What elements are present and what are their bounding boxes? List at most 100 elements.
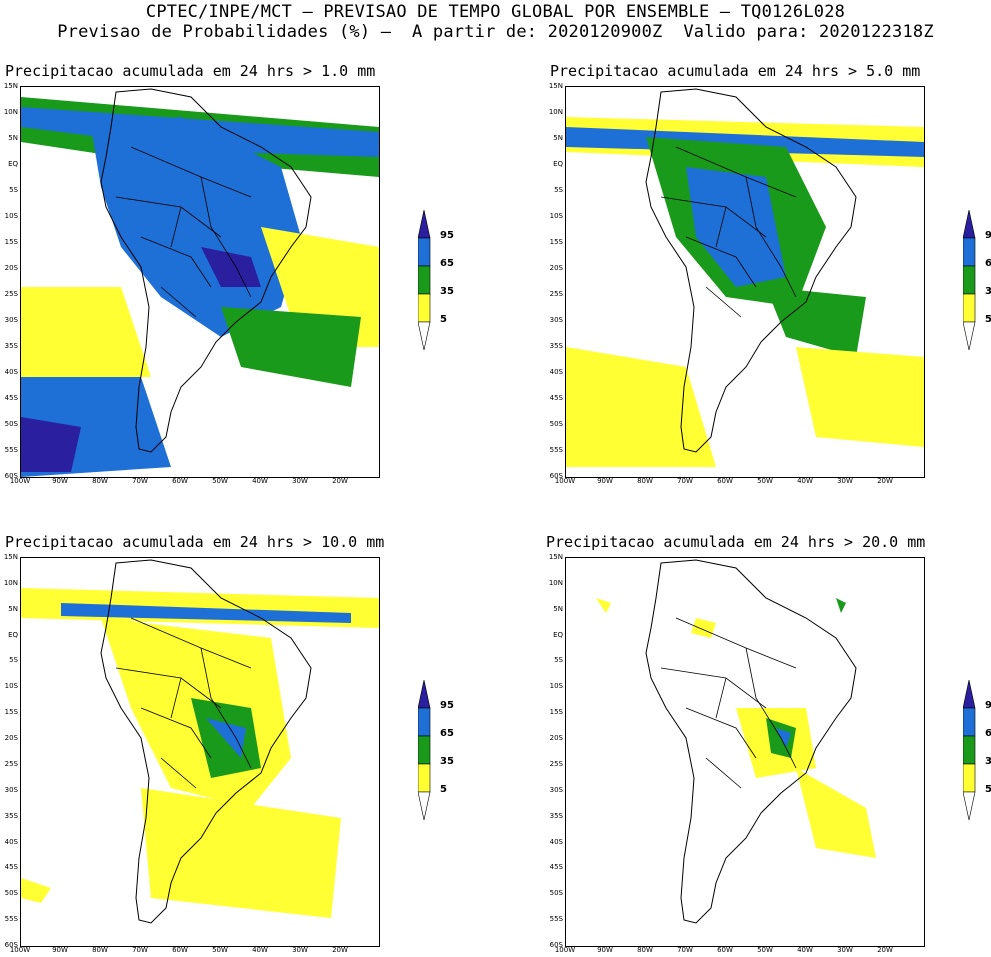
colorbar-label: 95 [985, 700, 991, 711]
panel-1-map [20, 86, 380, 478]
lat-tick-label: 5N [553, 604, 563, 613]
lat-tick-label: 30S [4, 785, 18, 794]
lon-tick-label: 50W [212, 946, 228, 954]
lat-tick-label: 50S [4, 420, 18, 428]
lon-tick-label: 80W [92, 946, 108, 954]
lon-tick-label: 50W [212, 477, 228, 485]
header-title: CPTEC/INPE/MCT — PREVISAO DE TEMPO GLOBA… [145, 2, 846, 22]
lat-tick-label: 5N [553, 134, 563, 142]
lat-tick-label: 15S [4, 238, 18, 246]
lon-tick-label: 30W [837, 946, 853, 954]
panel-2-map-svg [566, 88, 924, 467]
lat-tick-label: 50S [549, 420, 563, 428]
colorbar-svg [417, 679, 431, 821]
lat-tick-label: 10N [548, 578, 563, 587]
lat-tick-label: 55S [549, 446, 563, 454]
lat-tick-label: EQ [8, 160, 18, 168]
lat-tick-label: 10N [3, 578, 18, 587]
lat-tick-label: 60S [4, 472, 18, 480]
lat-tick-label: 55S [4, 915, 18, 924]
lat-tick-label: 60S [4, 941, 18, 949]
lon-tick-label: 60W [717, 946, 733, 954]
panel-1-map-svg [21, 88, 379, 477]
lat-tick-label: 25S [4, 290, 18, 298]
lon-tick-label: 90W [52, 946, 68, 954]
lat-tick-label: 5S [9, 656, 18, 665]
colorbar-svg [962, 679, 976, 821]
colorbar-label: 5 [985, 784, 991, 795]
lon-tick-label: 30W [292, 477, 308, 485]
colorbar-label: 35 [440, 756, 454, 767]
lat-tick-label: 15N [3, 82, 18, 90]
lat-tick-label: 15N [548, 553, 563, 561]
lon-tick-label: 60W [172, 946, 188, 954]
colorbar-label: 35 [985, 756, 991, 767]
colorbar-label: 95 [440, 700, 454, 711]
lat-tick-label: 5S [554, 656, 563, 665]
lon-tick-label: 90W [52, 477, 68, 485]
colorbar-label: 5 [985, 314, 991, 325]
lat-tick-label: 15S [4, 708, 18, 717]
lon-tick-label: 20W [877, 946, 893, 954]
lat-tick-label: 5N [8, 604, 18, 613]
lat-tick-label: EQ [553, 160, 563, 168]
lon-tick-label: 100W [9, 946, 31, 954]
lat-tick-label: 35S [4, 811, 18, 820]
lat-tick-label: 25S [549, 290, 563, 298]
lat-tick-label: 30S [549, 316, 563, 324]
lat-tick-label: 60S [549, 941, 563, 949]
lat-tick-label: 15S [549, 708, 563, 717]
lon-tick-label: 40W [797, 477, 813, 485]
lat-tick-label: 45S [4, 394, 18, 402]
lon-tick-label: 50W [757, 946, 773, 954]
lat-tick-label: 25S [4, 759, 18, 768]
lat-tick-label: 20S [4, 264, 18, 272]
lat-tick-label: 15N [3, 553, 18, 561]
lon-tick-label: 20W [332, 946, 348, 954]
colorbar-svg [962, 209, 976, 351]
lat-tick-label: 25S [549, 759, 563, 768]
lat-tick-label: 50S [549, 889, 563, 898]
lon-tick-label: 60W [717, 477, 733, 485]
panel-4-map [565, 557, 925, 947]
lon-tick-label: 40W [252, 946, 268, 954]
lon-tick-label: 100W [9, 477, 31, 485]
colorbar-label: 5 [440, 314, 447, 325]
panel-1-colorbar: 95 65 35 5 [417, 209, 488, 360]
lat-tick-label: 20S [549, 264, 563, 272]
lon-tick-label: 70W [677, 477, 693, 485]
lat-tick-label: 10N [548, 108, 563, 116]
colorbar-label: 65 [985, 258, 991, 269]
colorbar-svg [417, 209, 431, 351]
lon-tick-label: 20W [332, 477, 348, 485]
lon-tick-label: 40W [252, 477, 268, 485]
lon-tick-label: 80W [637, 477, 653, 485]
lat-tick-label: 15N [548, 82, 563, 90]
lat-tick-label: 45S [549, 863, 563, 872]
lat-tick-label: 10S [549, 682, 563, 691]
colorbar-label: 65 [985, 728, 991, 739]
lat-tick-label: 45S [549, 394, 563, 402]
lat-tick-label: 40S [4, 837, 18, 846]
colorbar-label: 35 [440, 286, 454, 297]
lon-tick-label: 80W [637, 946, 653, 954]
lat-tick-label: EQ [553, 630, 563, 639]
lon-tick-label: 70W [677, 946, 693, 954]
lat-tick-label: 15S [549, 238, 563, 246]
lon-tick-label: 60W [172, 477, 188, 485]
lat-tick-label: 35S [549, 342, 563, 350]
colorbar-label: 95 [440, 230, 454, 241]
panel-2-colorbar: 95 65 35 5 [962, 209, 991, 360]
lon-tick-label: 70W [132, 477, 148, 485]
lon-tick-label: 50W [757, 477, 773, 485]
panel-3-colorbar: 95 65 35 5 [417, 679, 488, 830]
colorbar-label: 65 [440, 728, 454, 739]
panel-3-map [20, 557, 380, 947]
lat-tick-label: 30S [4, 316, 18, 324]
panel-4-map-svg [596, 559, 876, 924]
lat-tick-label: 35S [549, 811, 563, 820]
lon-tick-label: 100W [554, 477, 576, 485]
lon-tick-label: 70W [132, 946, 148, 954]
colorbar-label: 65 [440, 258, 454, 269]
panel-1-title: Precipitacao acumulada em 24 hrs > 1.0 m… [5, 62, 376, 80]
